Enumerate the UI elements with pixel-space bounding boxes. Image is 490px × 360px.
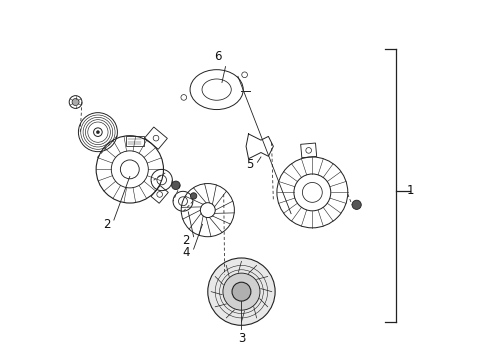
Circle shape	[352, 200, 361, 210]
Text: 2: 2	[183, 234, 190, 247]
Circle shape	[97, 131, 99, 134]
Text: 6: 6	[215, 50, 222, 63]
Text: 4: 4	[183, 246, 190, 259]
Text: 3: 3	[238, 332, 245, 345]
Text: 2: 2	[103, 218, 110, 231]
Circle shape	[172, 181, 180, 190]
Circle shape	[191, 193, 197, 199]
Circle shape	[72, 99, 79, 105]
Circle shape	[223, 273, 260, 310]
Text: 1: 1	[406, 184, 414, 197]
Circle shape	[208, 258, 275, 325]
Circle shape	[232, 282, 251, 301]
Text: 5: 5	[246, 158, 254, 171]
